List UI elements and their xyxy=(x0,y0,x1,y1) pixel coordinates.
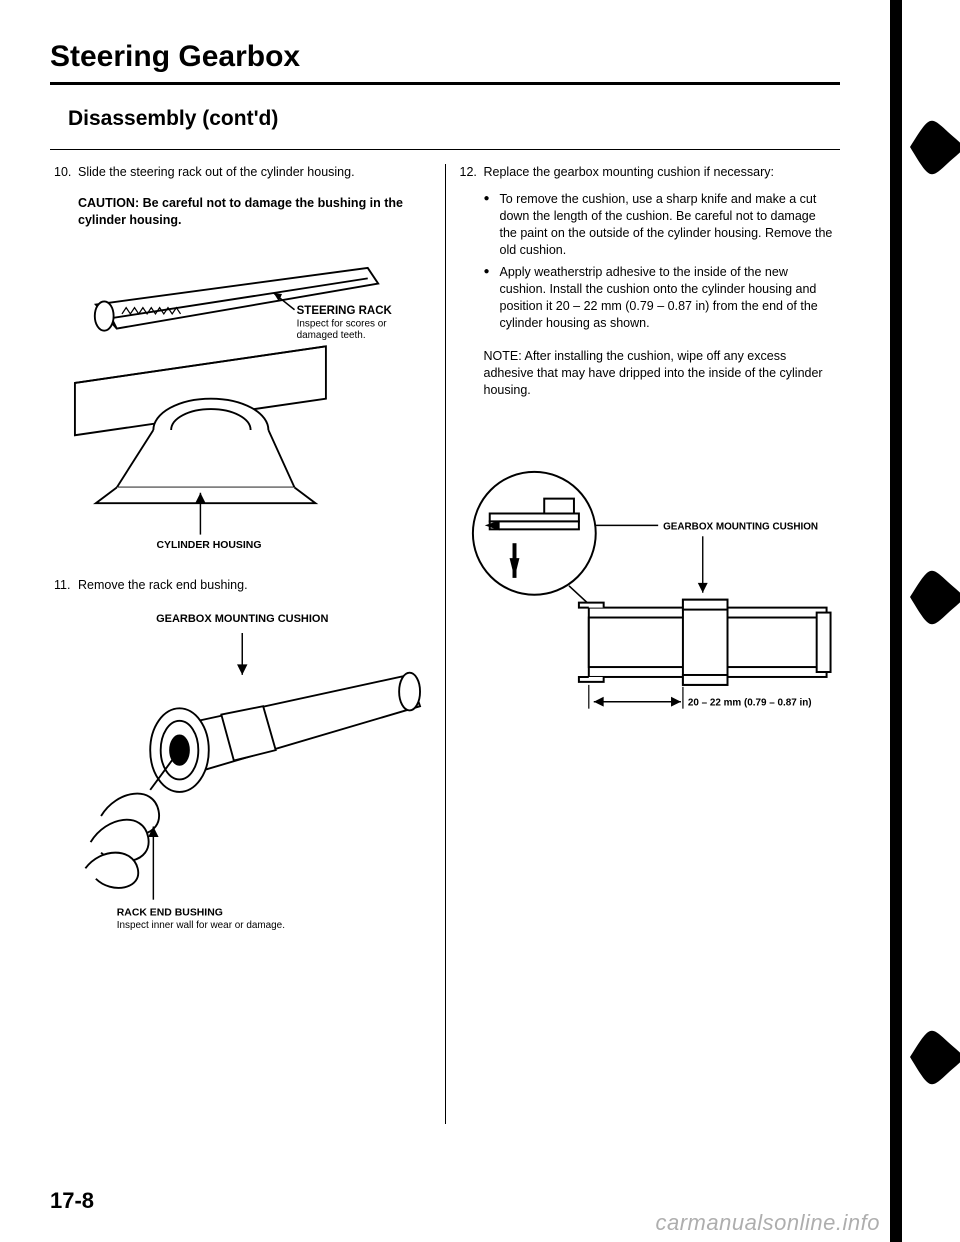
step-11: 11. Remove the rack end bushing. xyxy=(54,577,431,594)
content-area: Steering Gearbox Disassembly (cont'd) 10… xyxy=(0,0,890,1242)
step-number: 10. xyxy=(54,164,78,229)
step-10: 10. Slide the steering rack out of the c… xyxy=(54,164,431,229)
label-steering-rack-sub-1: Inspect for scores or xyxy=(297,318,388,329)
figure-rack-end-bushing: GEARBOX MOUNTING CUSHION xyxy=(54,612,431,951)
step-12: 12. Replace the gearbox mounting cushion… xyxy=(460,164,837,399)
page-number: 17-8 xyxy=(50,1188,94,1214)
note-text: NOTE: After installing the cushion, wipe… xyxy=(484,348,837,399)
step-number: 11. xyxy=(54,577,78,594)
label-steering-rack-sub-2: damaged teeth. xyxy=(297,330,366,341)
svg-text:damaged teeth.: damaged teeth. xyxy=(297,330,366,341)
caution-text: CAUTION: Be careful not to damage the bu… xyxy=(78,195,431,229)
binder-tab-icon xyxy=(910,120,960,175)
binder-edge xyxy=(890,0,960,1242)
svg-text:GEARBOX MOUNTING CUSHION: GEARBOX MOUNTING CUSHION xyxy=(663,521,818,532)
mounting-cushion-diagram: GEARBOX MOUNTING CUSHION xyxy=(460,459,837,736)
two-column-layout: 10. Slide the steering rack out of the c… xyxy=(50,164,840,1124)
list-item: ● Apply weatherstrip adhesive to the ins… xyxy=(484,264,837,332)
svg-text:CYLINDER HOUSING: CYLINDER HOUSING xyxy=(156,540,261,550)
rule-thin xyxy=(50,149,840,150)
label-rack-end-bushing: RACK END BUSHING xyxy=(117,907,223,918)
watermark-text: carmanualsonline.info xyxy=(655,1210,880,1236)
label-steering-rack: STEERING RACK xyxy=(297,305,393,317)
svg-text:20 – 22 mm (0.79 – 0.87 in): 20 – 22 mm (0.79 – 0.87 in) xyxy=(687,697,811,708)
page-title: Steering Gearbox xyxy=(50,40,840,74)
svg-text:RACK END BUSHING: RACK END BUSHING xyxy=(117,907,223,918)
step-body: Slide the steering rack out of the cylin… xyxy=(78,164,431,229)
svg-text:Inspect inner wall for wear or: Inspect inner wall for wear or damage. xyxy=(117,919,285,930)
label-rack-end-bushing-sub: Inspect inner wall for wear or damage. xyxy=(117,919,285,930)
step-number: 12. xyxy=(460,164,484,399)
label-dimension: 20 – 22 mm (0.79 – 0.87 in) xyxy=(687,697,811,708)
bullet-icon: ● xyxy=(484,264,500,332)
bullet-text: Apply weatherstrip adhesive to the insid… xyxy=(500,264,837,332)
page-subtitle: Disassembly (cont'd) xyxy=(68,107,840,131)
step-text: Slide the steering rack out of the cylin… xyxy=(78,164,431,181)
binder-tab-icon xyxy=(910,570,960,625)
label-gearbox-cushion: GEARBOX MOUNTING CUSHION xyxy=(663,521,818,532)
figure-steering-rack: STEERING RACK Inspect for scores or dama… xyxy=(54,247,431,555)
label-gearbox-cushion: GEARBOX MOUNTING CUSHION xyxy=(54,612,431,627)
list-item: ● To remove the cushion, use a sharp kni… xyxy=(484,191,837,259)
label-cylinder-housing: CYLINDER HOUSING xyxy=(156,540,261,550)
svg-text:STEERING RACK: STEERING RACK xyxy=(297,305,393,317)
binder-tab-icon xyxy=(910,1030,960,1085)
figure-mounting-cushion: GEARBOX MOUNTING CUSHION xyxy=(460,459,837,741)
rule-thick xyxy=(50,82,840,85)
step-text: Remove the rack end bushing. xyxy=(78,577,431,594)
bullet-text: To remove the cushion, use a sharp knife… xyxy=(500,191,837,259)
bullet-list: ● To remove the cushion, use a sharp kni… xyxy=(484,191,837,332)
steering-rack-diagram: STEERING RACK Inspect for scores or dama… xyxy=(54,247,431,550)
step-text: Replace the gearbox mounting cushion if … xyxy=(484,164,837,181)
page: Steering Gearbox Disassembly (cont'd) 10… xyxy=(0,0,960,1242)
right-column: 12. Replace the gearbox mounting cushion… xyxy=(446,164,841,1124)
bullet-icon: ● xyxy=(484,191,500,259)
left-column: 10. Slide the steering rack out of the c… xyxy=(50,164,446,1124)
rack-end-bushing-diagram: RACK END BUSHING Inspect inner wall for … xyxy=(54,633,431,947)
svg-text:Inspect for scores or: Inspect for scores or xyxy=(297,318,388,329)
step-body: Replace the gearbox mounting cushion if … xyxy=(484,164,837,399)
